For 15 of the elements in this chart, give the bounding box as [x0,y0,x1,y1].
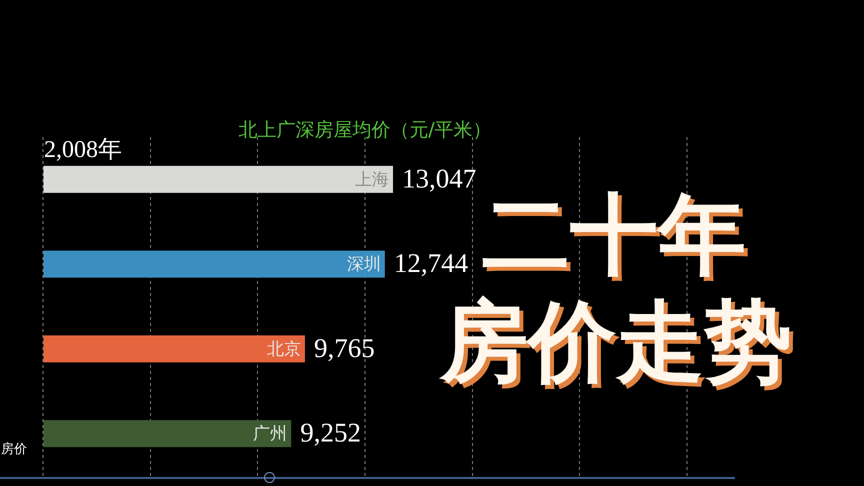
data-label: 9,765 [314,332,375,363]
annotation: 2,008年 [44,137,122,163]
y-tick-label: 上海 [355,170,389,189]
y-tick-label: 广州 [253,424,288,444]
y-tick-label: 深圳 [346,254,381,274]
bar [44,420,292,448]
data-label: 9,252 [300,418,361,448]
bar [44,335,305,362]
data-label: 13,047 [402,163,476,194]
y-tick-label: 北京 [266,339,301,358]
chart-title: 北上广深房屋均价（元/平米） [238,118,492,141]
bar [44,250,385,278]
data-label: 12,744 [394,248,469,278]
text: 房价 [1,441,27,457]
bar [44,166,393,193]
